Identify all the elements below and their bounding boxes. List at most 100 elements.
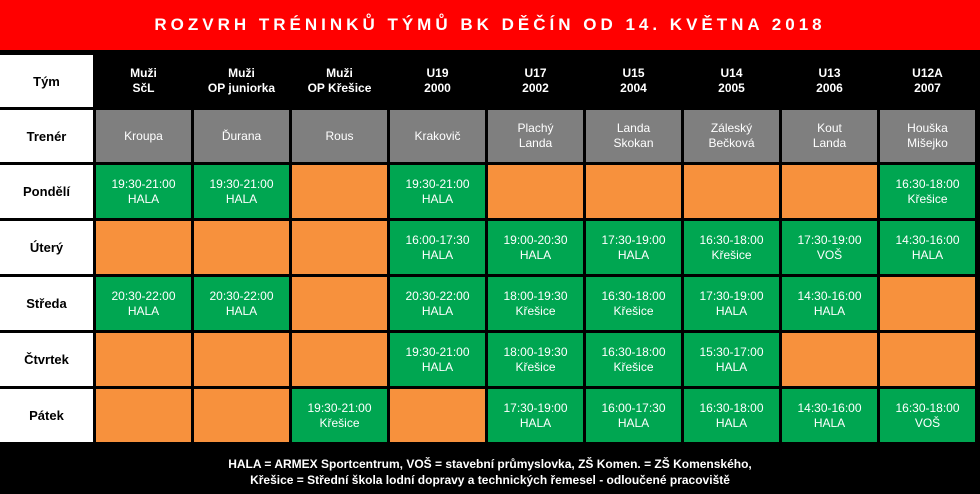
trainer-cell: Plachý Landa: [488, 110, 583, 162]
training-slot-text: HALA: [813, 415, 846, 430]
day-label: Pondělí: [0, 165, 93, 218]
empty-slot: [880, 277, 975, 330]
day-label-text: Úterý: [29, 240, 64, 255]
team-column-header: Muži SčL: [96, 55, 191, 107]
empty-slot: [292, 333, 387, 386]
training-slot: 16:30-18:00 Křešice: [586, 277, 681, 330]
training-slot-text: 19:30-21:00: [209, 176, 274, 191]
trainer-header: Trenér: [0, 110, 93, 162]
training-slot: 19:30-21:00 Křešice: [292, 389, 387, 442]
training-slot-text: 17:30-19:00: [797, 232, 862, 247]
team-column-header-text: SčL: [132, 81, 155, 95]
training-slot: 16:30-18:00 Křešice: [880, 165, 975, 218]
training-slot-text: Křešice: [319, 415, 360, 430]
trainer-cell: Landa Skokan: [586, 110, 681, 162]
training-slot-text: 14:30-16:00: [895, 232, 960, 247]
training-slot-text: Křešice: [711, 247, 752, 262]
training-slot-text: HALA: [715, 359, 748, 374]
training-slot: 19:30-21:00 HALA: [390, 165, 485, 218]
training-slot: 19:30-21:00 HALA: [390, 333, 485, 386]
training-slot-text: 16:30-18:00: [699, 400, 764, 415]
trainer-cell: Ďurana: [194, 110, 289, 162]
team-column-header-text: U14: [720, 66, 743, 80]
trainer-cell: Houška Mišejko: [880, 110, 975, 162]
empty-slot: [488, 165, 583, 218]
training-slot: 16:30-18:00 Křešice: [586, 333, 681, 386]
team-column-header-text: 2004: [620, 81, 647, 95]
trainer-cell-text: Landa: [616, 121, 651, 135]
training-slot-text: HALA: [715, 303, 748, 318]
training-slot-text: HALA: [421, 247, 454, 262]
training-slot: 16:30-18:00 VOŠ: [880, 389, 975, 442]
training-slot-text: HALA: [225, 303, 258, 318]
team-column-header-text: U17: [524, 66, 547, 80]
training-slot: 19:30-21:00 HALA: [96, 165, 191, 218]
empty-slot: [292, 221, 387, 274]
training-slot-text: 18:00-19:30: [503, 344, 568, 359]
training-slot-text: 16:30-18:00: [895, 176, 960, 191]
day-label-text: Pondělí: [23, 184, 70, 199]
training-slot-text: HALA: [813, 303, 846, 318]
training-slot: 17:30-19:00 HALA: [488, 389, 583, 442]
trainer-cell-text: Rous: [325, 128, 354, 143]
training-slot-text: 19:30-21:00: [405, 176, 470, 191]
training-slot: 19:30-21:00 HALA: [194, 165, 289, 218]
empty-slot: [684, 165, 779, 218]
team-column-header: U14 2005: [684, 55, 779, 107]
trainer-cell-text: Krakovič: [414, 128, 461, 143]
empty-slot: [96, 221, 191, 274]
training-slot: 20:30-22:00 HALA: [194, 277, 289, 330]
training-slot-text: 16:30-18:00: [601, 288, 666, 303]
day-label: Pátek: [0, 389, 93, 442]
empty-slot: [96, 389, 191, 442]
training-slot-text: HALA: [127, 303, 160, 318]
team-column-header: U17 2002: [488, 55, 583, 107]
training-slot-text: 16:30-18:00: [601, 344, 666, 359]
training-slot-text: VOŠ: [914, 415, 941, 430]
empty-slot: [586, 165, 681, 218]
trainer-cell: Kout Landa: [782, 110, 877, 162]
training-slot-text: 20:30-22:00: [405, 288, 470, 303]
trainer-cell-text: Kout: [817, 121, 842, 135]
trainer-cell-text: Houška: [907, 121, 948, 135]
empty-slot: [390, 389, 485, 442]
training-slot-text: HALA: [421, 303, 454, 318]
training-slot-text: Křešice: [613, 359, 654, 374]
training-slot-text: HALA: [911, 247, 944, 262]
training-slot-text: 16:30-18:00: [895, 400, 960, 415]
training-slot-text: 16:00-17:30: [405, 232, 470, 247]
empty-slot: [782, 333, 877, 386]
team-column-header-text: 2007: [914, 81, 941, 95]
training-slot: 16:00-17:30 HALA: [390, 221, 485, 274]
training-slot: 18:00-19:30 Křešice: [488, 333, 583, 386]
trainer-cell-text: Landa: [518, 136, 553, 150]
training-slot-text: Křešice: [907, 191, 948, 206]
training-slot: 16:30-18:00 Křešice: [684, 221, 779, 274]
training-slot-text: HALA: [421, 191, 454, 206]
legend-line-2: Křešice = Střední škola lodní dopravy a …: [250, 472, 730, 487]
training-slot: 15:30-17:00 HALA: [684, 333, 779, 386]
empty-slot: [292, 277, 387, 330]
team-column-header: Muži OP juniorka: [194, 55, 289, 107]
training-slot-text: 14:30-16:00: [797, 400, 862, 415]
training-slot: 17:30-19:00 VOŠ: [782, 221, 877, 274]
training-slot: 14:30-16:00 HALA: [782, 389, 877, 442]
training-slot-text: HALA: [519, 415, 552, 430]
day-label: Úterý: [0, 221, 93, 274]
empty-slot: [96, 333, 191, 386]
team-column-header-text: 2002: [522, 81, 549, 95]
training-slot-text: 20:30-22:00: [209, 288, 274, 303]
trainer-cell-text: Landa: [812, 136, 847, 150]
team-column-header-text: Muži: [326, 66, 353, 80]
trainer-cell: Záleský Bečková: [684, 110, 779, 162]
trainer-cell-text: Mišejko: [907, 136, 948, 150]
empty-slot: [782, 165, 877, 218]
trainer-header-text: Trenér: [26, 128, 67, 144]
training-slot-text: 16:30-18:00: [699, 232, 764, 247]
legend-line-1: HALA = ARMEX Sportcentrum, VOŠ = stavebn…: [228, 456, 752, 471]
schedule-table: Tým Muži SčL Muži OP juniorka Muži OP Křešice U…: [0, 55, 975, 442]
training-slot-text: 19:30-21:00: [307, 400, 372, 415]
team-column-header-text: 2005: [718, 81, 745, 95]
training-slot: 20:30-22:00 HALA: [390, 277, 485, 330]
training-slot: 19:00-20:30 HALA: [488, 221, 583, 274]
